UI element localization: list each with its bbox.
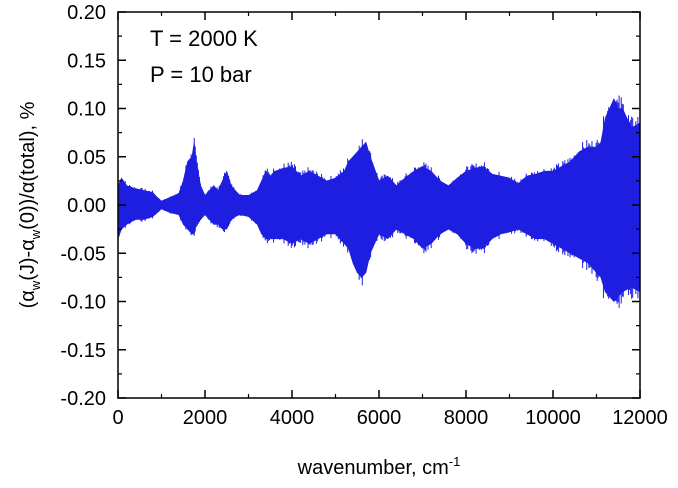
- annotation-temperature: T = 2000 K: [150, 26, 258, 51]
- x-tick-label: 6000: [357, 407, 402, 429]
- y-tick-label: -0.10: [60, 292, 106, 314]
- x-axis-title: wavenumber, cm-1: [297, 454, 461, 479]
- x-axis-title-superscript: -1: [449, 454, 461, 469]
- y-axis-title-part1: (α: [17, 290, 39, 308]
- y-axis-title-sub1: w: [28, 280, 43, 291]
- x-tick-label: 2000: [183, 407, 228, 429]
- y-tick-label: 0.00: [67, 195, 106, 217]
- y-tick-label: 0.20: [67, 2, 106, 24]
- y-axis-title-part3: (0))/α(total), %: [17, 101, 39, 229]
- x-tick-label: 0: [112, 407, 123, 429]
- y-tick-label: 0.10: [67, 99, 106, 121]
- y-tick-label: -0.20: [60, 388, 106, 410]
- y-tick-label: -0.05: [60, 243, 106, 265]
- x-axis-ticks: 0 2000 4000 6000 8000 10000 12000: [112, 12, 668, 429]
- x-tick-label: 4000: [270, 407, 315, 429]
- y-axis-title-part2: (J)-α: [17, 239, 39, 281]
- y-axis-title: (αw(J)-αw(0))/α(total), %: [17, 101, 43, 308]
- annotation-pressure: P = 10 bar: [150, 62, 252, 87]
- series-noise: [117, 95, 641, 308]
- y-tick-label: 0.15: [67, 50, 106, 72]
- y-axis-ticks: 0.20 0.15 0.10 0.05 0.00 -0.05 -0.10 -0.15 -0.20: [60, 2, 640, 410]
- x-tick-label: 8000: [444, 407, 489, 429]
- y-tick-label: 0.05: [67, 147, 106, 169]
- x-axis-title-text: wavenumber, cm: [297, 457, 449, 479]
- series-layer: [117, 95, 641, 308]
- y-tick-label: -0.15: [60, 340, 106, 362]
- x-tick-label: 10000: [525, 407, 581, 429]
- x-tick-label: 12000: [612, 407, 668, 429]
- y-axis-title-sub2: w: [28, 229, 43, 240]
